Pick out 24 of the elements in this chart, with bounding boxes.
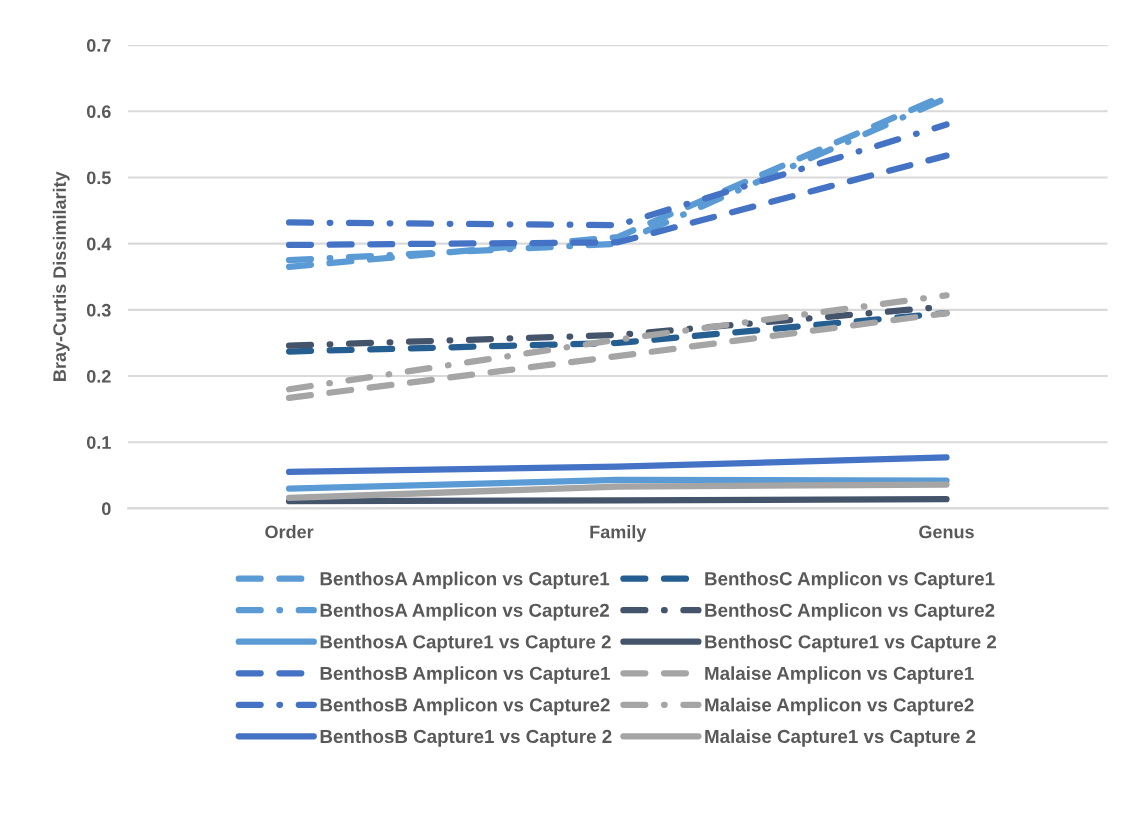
y-tick-label: 0.4	[86, 237, 112, 251]
legend-label: BenthosB Amplicon vs Capture1	[320, 666, 610, 684]
x-tick-label: Order	[265, 525, 314, 539]
y-tick-label: 0.5	[86, 171, 111, 185]
legend-label: BenthosB Amplicon vs Capture2	[320, 697, 610, 716]
legend-label: BenthosC Capture1 vs Capture 2	[705, 634, 997, 653]
legend-label: BenthosC Amplicon vs Capture1	[705, 571, 995, 590]
legend-label: BenthosC Amplicon vs Capture2	[705, 603, 995, 621]
legend-label: BenthosB Capture1 vs Capture 2	[320, 729, 612, 747]
y-tick-label: 0.3	[86, 303, 111, 317]
legend-label: Malaise Amplicon vs Capture1	[705, 666, 974, 684]
x-tick-label: Genus	[919, 525, 974, 539]
y-tick-label: 0.2	[86, 369, 111, 383]
x-tick-label: Family	[590, 525, 647, 542]
legend-label: Malaise Capture1 vs Capture 2	[705, 729, 976, 747]
legend-label: BenthosA Amplicon vs Capture2	[320, 603, 609, 621]
legend-label: BenthosA Capture1 vs Capture 2	[320, 634, 611, 653]
legend-label: Malaise Amplicon vs Capture2	[705, 697, 974, 716]
y-axis-title: Bray-Curtis Dissimilarity	[52, 171, 70, 381]
y-tick-label: 0	[102, 502, 111, 516]
y-tick-label: 0.6	[86, 105, 111, 119]
y-tick-label: 0.7	[86, 39, 111, 52]
y-tick-label: 0.1	[86, 436, 111, 449]
legend-label: BenthosA Amplicon vs Capture1	[320, 571, 610, 590]
